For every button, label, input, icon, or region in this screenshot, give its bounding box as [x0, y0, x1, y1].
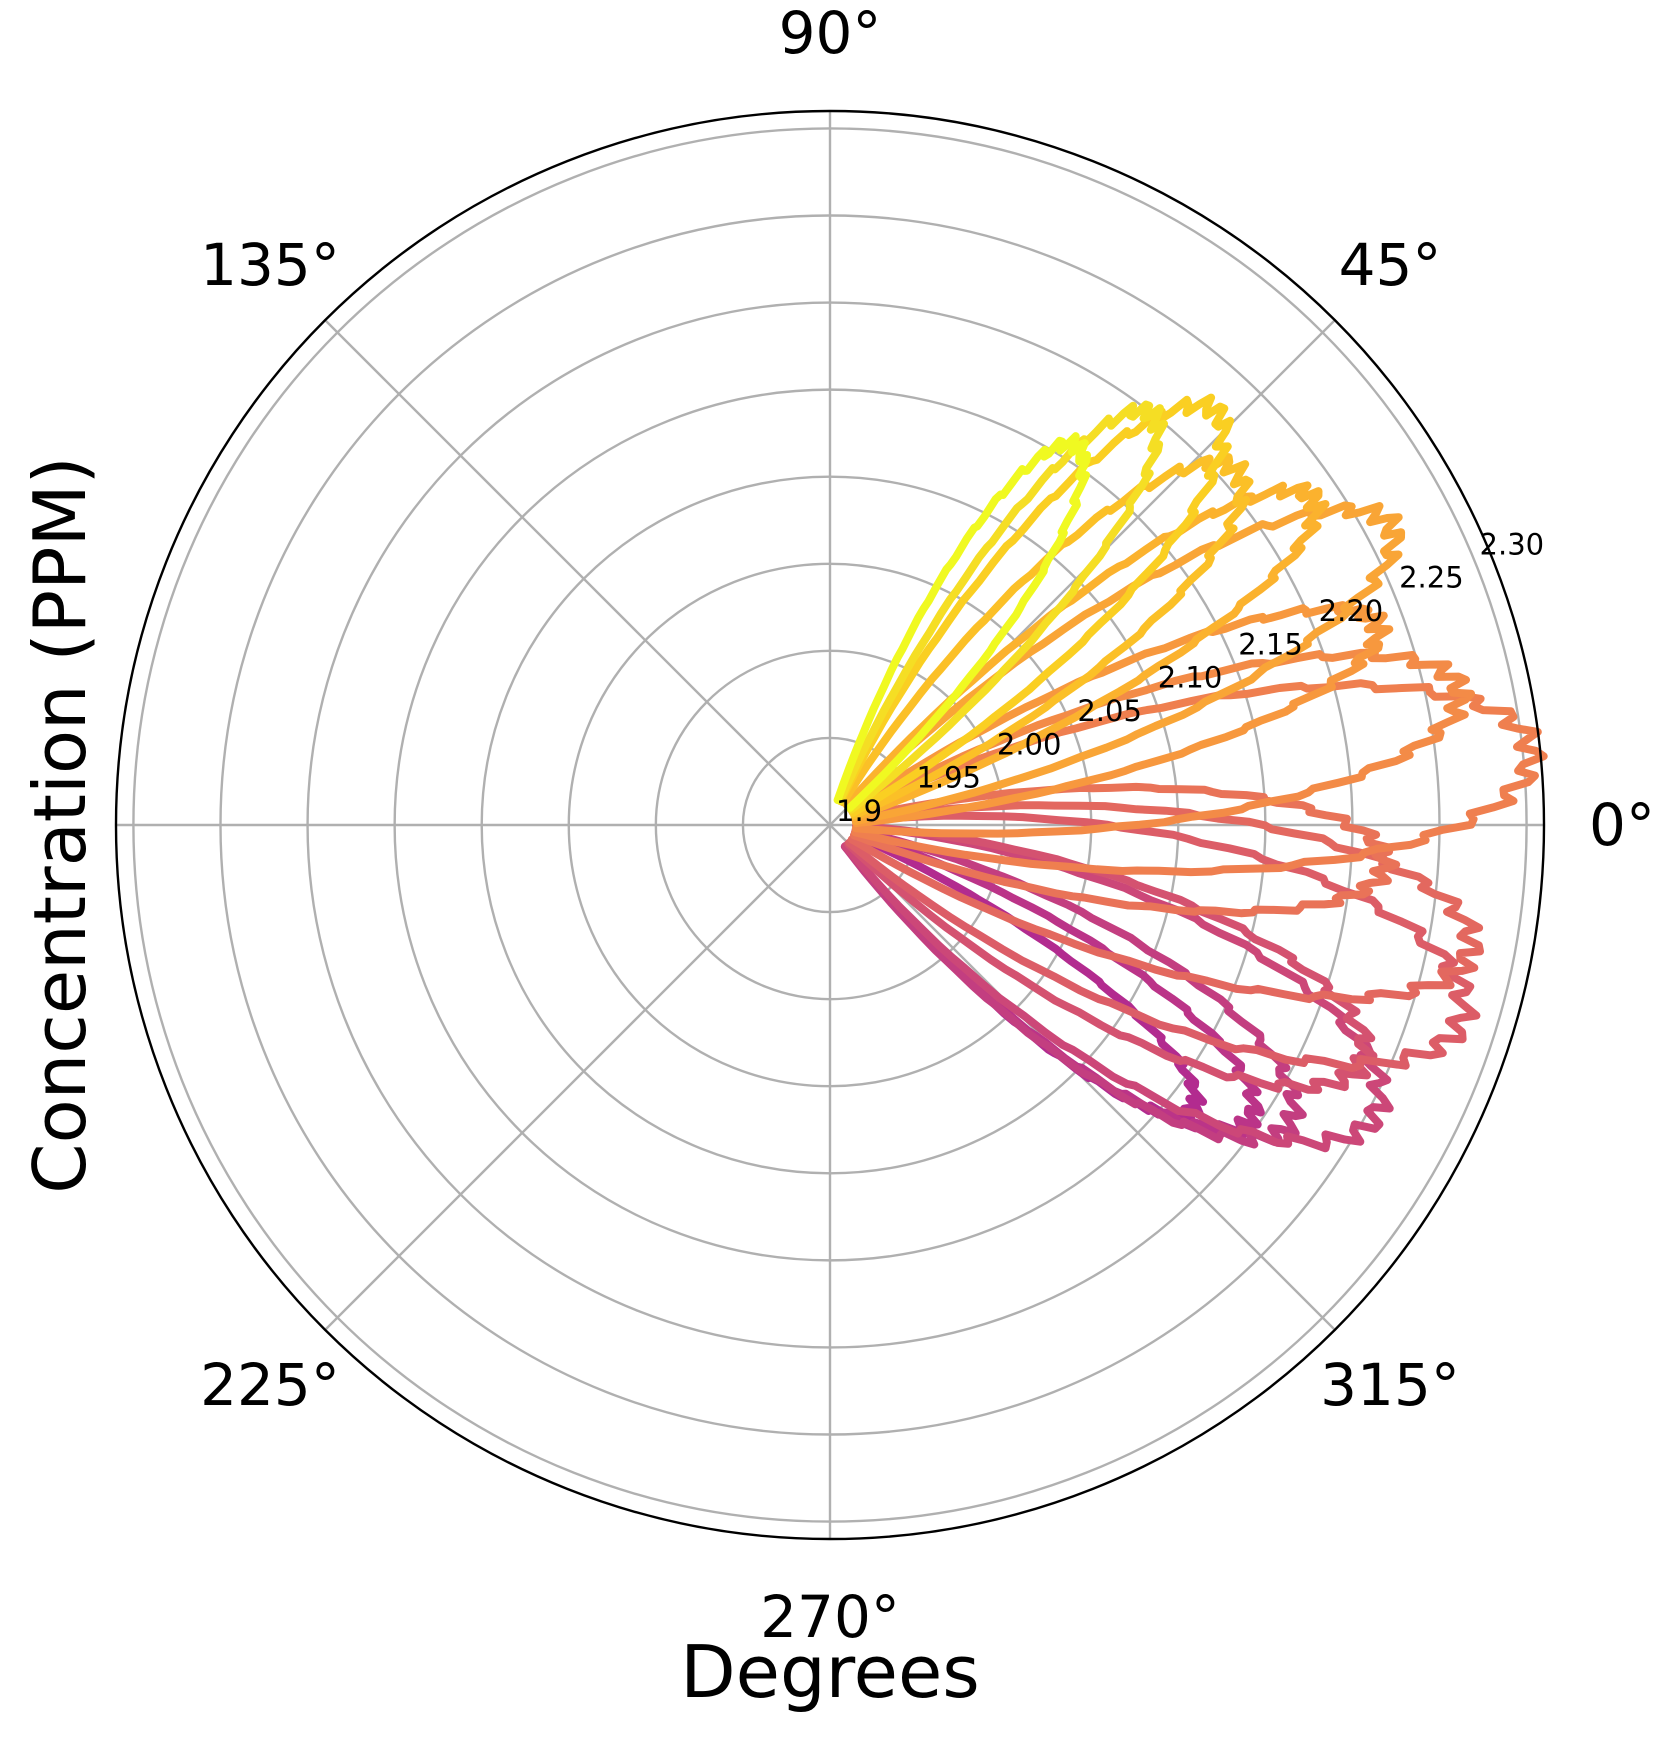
r-tick-label-8: 2.30 [1480, 527, 1545, 561]
y-axis-label: Concentration (PPM) [18, 456, 102, 1193]
series-loop-12 [842, 481, 1330, 821]
r-tick-label-6: 2.20 [1319, 594, 1384, 628]
r-tick-label-2: 2.00 [997, 727, 1062, 761]
series-layer [833, 393, 1548, 1153]
r-tick-label-5: 2.15 [1238, 627, 1303, 661]
radial-tick-labels: 1.9 1.95 2.00 2.05 2.10 2.15 2.20 2.25 2.30 [836, 527, 1544, 828]
r-tick-label-0: 1.9 [836, 794, 882, 828]
x-axis-label: Degrees [680, 1630, 980, 1714]
theta-grid-line-135 [324, 319, 831, 826]
polar-frame [114, 109, 1546, 1541]
series-loop-10 [847, 601, 1394, 828]
r-tick-label-7: 2.25 [1399, 561, 1464, 595]
r-tick-label-4: 2.10 [1158, 661, 1223, 695]
series-loop-11 [843, 501, 1406, 825]
series-loop-14 [836, 393, 1235, 817]
theta-grid-line-225 [324, 824, 831, 1331]
theta-tick-label-45: 45° [1339, 231, 1442, 299]
series-loop-3 [841, 822, 1394, 1153]
r-tick-label-1: 1.95 [916, 761, 981, 795]
series-loop-2 [840, 825, 1307, 1149]
theta-tick-label-90: 90° [779, 0, 882, 67]
series-loop-15 [835, 400, 1168, 814]
series-loop-6 [847, 801, 1484, 1005]
theta-tick-label-315: 315° [1320, 1351, 1460, 1419]
theta-tick-label-225: 225° [200, 1351, 340, 1419]
series-loop-13 [839, 453, 1254, 820]
series-loop-9 [848, 648, 1476, 838]
theta-tick-label-270: 270° [760, 1583, 900, 1651]
angle-tick-labels: 0° 45° 90° 135° 225° 270° 315° [200, 0, 1655, 1651]
theta-tick-label-0: 0° [1589, 791, 1655, 859]
series-loop-16 [833, 432, 1091, 812]
r-tick-label-3: 2.05 [1077, 694, 1142, 728]
grid-layer [116, 111, 1544, 1539]
theta-tick-label-135: 135° [200, 231, 340, 299]
series-loop-8 [849, 679, 1548, 877]
